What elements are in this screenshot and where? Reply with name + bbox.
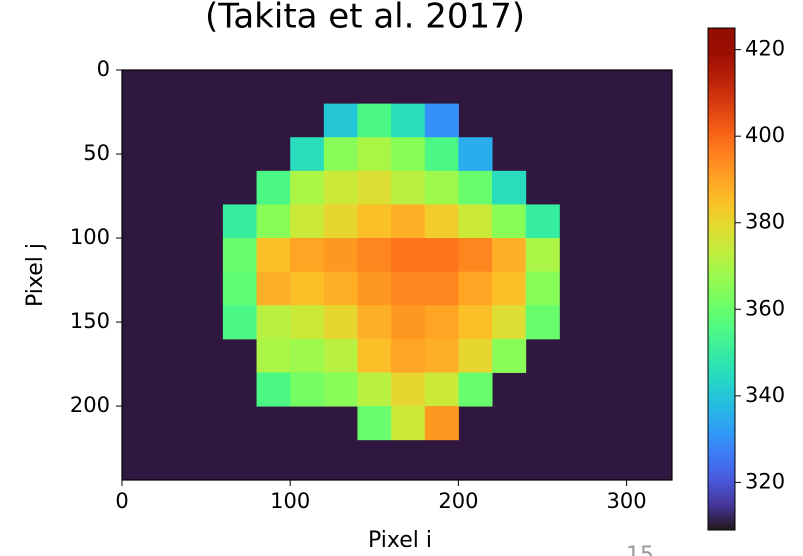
y-tick-label: 0 (97, 57, 110, 81)
heat-cell (257, 238, 291, 272)
page-number: 15 (626, 543, 654, 556)
heat-cell (357, 137, 391, 171)
colorbar-tick-label: 420 (745, 37, 785, 61)
heat-cell (290, 272, 324, 306)
heat-cell (425, 272, 459, 306)
heat-cell (324, 238, 358, 272)
heat-cell (391, 137, 425, 171)
chart-title: (Takita et al. 2017) (205, 0, 525, 37)
heat-cell (357, 339, 391, 373)
heat-cell (391, 372, 425, 406)
heat-cell (492, 272, 526, 306)
heat-cell (290, 305, 324, 339)
colorbar-tick-label: 380 (745, 210, 785, 234)
heat-cell (425, 372, 459, 406)
heat-cell (492, 238, 526, 272)
x-tick-label: 200 (438, 489, 478, 513)
heat-cell (425, 137, 459, 171)
y-axis-label: Pixel j (23, 243, 48, 307)
heat-cell (324, 104, 358, 138)
heat-cell (290, 137, 324, 171)
heat-cell (257, 339, 291, 373)
heat-cell (458, 272, 492, 306)
heat-cell (290, 204, 324, 238)
heat-cell (357, 238, 391, 272)
heat-cell (458, 372, 492, 406)
y-tick-label: 50 (83, 141, 110, 165)
heat-cell (290, 339, 324, 373)
heat-cell (357, 406, 391, 440)
heat-cell (290, 372, 324, 406)
heat-cell (492, 204, 526, 238)
heat-cell (492, 305, 526, 339)
heat-cell (458, 137, 492, 171)
heat-cell (257, 372, 291, 406)
heat-cell (425, 339, 459, 373)
heat-cell (257, 204, 291, 238)
heat-cell (324, 339, 358, 373)
heat-cell (357, 372, 391, 406)
y-tick-label: 150 (70, 309, 110, 333)
x-axis-label: Pixel i (368, 528, 432, 553)
heat-cell (425, 238, 459, 272)
y-tick-label: 100 (70, 225, 110, 249)
heat-cell (324, 171, 358, 205)
heat-cell (257, 171, 291, 205)
slide: (Takita et al. 2017) Pixel i Pixel j 15 … (0, 0, 803, 556)
heat-cell (357, 204, 391, 238)
heat-cell (324, 272, 358, 306)
heat-cell (425, 204, 459, 238)
colorbar-tick-label: 360 (745, 296, 785, 320)
page: {"chart_data": {"type": "heatmap", "titl… (0, 0, 803, 556)
heat-cell (357, 104, 391, 138)
colorbar (708, 28, 735, 530)
heat-cell (425, 305, 459, 339)
heat-cell (391, 104, 425, 138)
heat-cell (257, 305, 291, 339)
heat-cell (526, 204, 560, 238)
x-tick-label: 300 (607, 489, 647, 513)
heat-cell (492, 339, 526, 373)
heat-cell (357, 305, 391, 339)
heat-cell (223, 204, 257, 238)
heat-cell (391, 204, 425, 238)
heat-cell (458, 305, 492, 339)
heat-cell (458, 339, 492, 373)
heat-cell (458, 204, 492, 238)
x-tick-label: 100 (270, 489, 310, 513)
heat-cell (425, 104, 459, 138)
heat-cell (391, 305, 425, 339)
heat-cell (458, 238, 492, 272)
heat-cell (391, 171, 425, 205)
heat-cell (526, 305, 560, 339)
heat-cell (391, 339, 425, 373)
heat-cell (526, 238, 560, 272)
heat-cell (357, 171, 391, 205)
colorbar-tick-label: 400 (745, 123, 785, 147)
heat-cell (324, 137, 358, 171)
colorbar-tick-label: 340 (745, 383, 785, 407)
colorbar-tick-label: 320 (745, 469, 785, 493)
heat-cell (526, 272, 560, 306)
heat-cell (391, 406, 425, 440)
heat-cell (492, 171, 526, 205)
heat-cell (223, 305, 257, 339)
heat-cell (357, 272, 391, 306)
heat-cell (257, 272, 291, 306)
heat-cell (290, 171, 324, 205)
y-tick-label: 200 (70, 393, 110, 417)
heat-cell (324, 305, 358, 339)
heat-cell (223, 272, 257, 306)
heat-cell (324, 204, 358, 238)
heat-cell (391, 238, 425, 272)
heat-cell (458, 171, 492, 205)
x-tick-label: 0 (115, 489, 128, 513)
heat-cell (290, 238, 324, 272)
heat-cell (324, 372, 358, 406)
heat-cell (425, 171, 459, 205)
heat-cell (223, 238, 257, 272)
heat-cell (391, 272, 425, 306)
heat-cell (425, 406, 459, 440)
